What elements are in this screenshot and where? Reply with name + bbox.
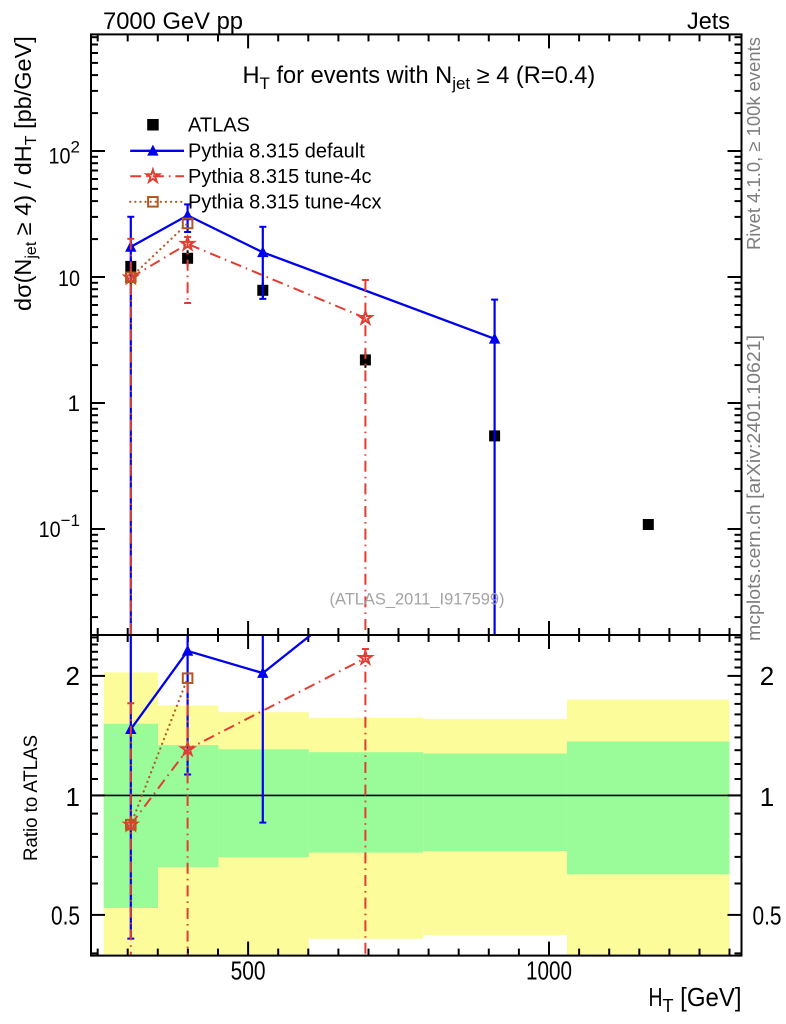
svg-text:2: 2: [760, 661, 774, 691]
svg-text:102: 102: [49, 138, 80, 169]
svg-text:HT for events with Njet ≥ 4 (R: HT for events with Njet ≥ 4 (R=0.4): [243, 63, 596, 93]
svg-text:500: 500: [231, 956, 266, 986]
svg-text:1: 1: [66, 782, 80, 812]
svg-text:dσ(Njet ≥ 4) / dHT [pb/GeV]: dσ(Njet ≥ 4) / dHT [pb/GeV]: [10, 36, 40, 311]
svg-text:0.5: 0.5: [753, 900, 782, 930]
svg-text:Ratio to ATLAS: Ratio to ATLAS: [21, 735, 42, 861]
svg-text:Pythia 8.315 tune-4cx: Pythia 8.315 tune-4cx: [188, 192, 381, 214]
svg-text:mcplots.cern.ch [arXiv:2401.10: mcplots.cern.ch [arXiv:2401.10621]: [743, 335, 764, 641]
svg-text:1: 1: [67, 391, 80, 416]
svg-text:Jets: Jets: [687, 8, 730, 35]
svg-text:ATLAS: ATLAS: [188, 115, 250, 137]
svg-text:2: 2: [66, 661, 80, 691]
svg-text:1: 1: [760, 782, 774, 812]
svg-text:Rivet 4.1.0, ≥ 100k events: Rivet 4.1.0, ≥ 100k events: [743, 37, 764, 250]
svg-text:Pythia 8.315 default: Pythia 8.315 default: [188, 141, 365, 163]
svg-text:Pythia 8.315 tune-4c: Pythia 8.315 tune-4c: [188, 166, 371, 188]
svg-text:7000 GeV pp: 7000 GeV pp: [103, 8, 243, 35]
svg-text:(ATLAS_2011_I917599): (ATLAS_2011_I917599): [330, 590, 505, 609]
svg-text:10−1: 10−1: [39, 511, 80, 542]
svg-text:HT [GeV]: HT [GeV]: [649, 982, 742, 1016]
svg-text:0.5: 0.5: [51, 900, 80, 930]
svg-text:10: 10: [58, 266, 80, 291]
svg-text:1000: 1000: [526, 956, 572, 986]
